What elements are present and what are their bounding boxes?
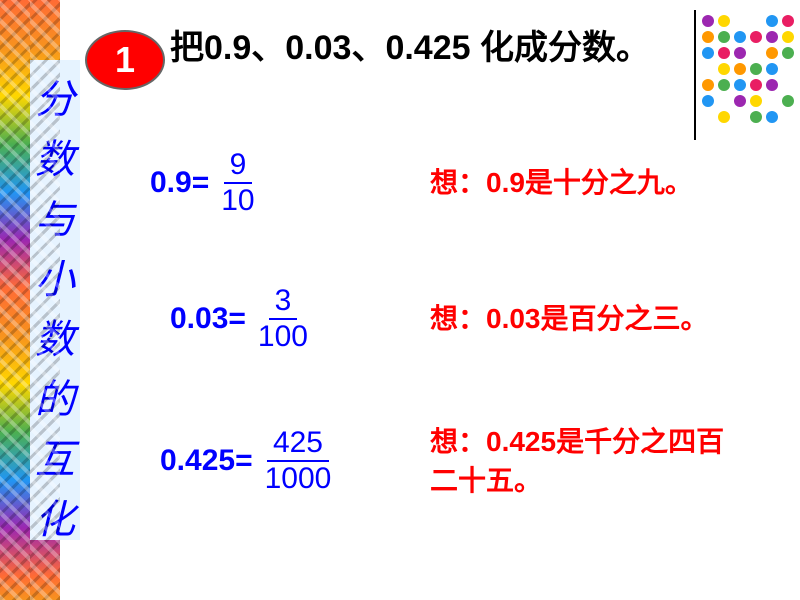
denominator: 1000 — [259, 462, 338, 494]
examples-content: 0.9= 9 10 想：0.9是十分之九。 0.03= 3 100 想：0.03… — [130, 150, 780, 500]
dot — [702, 95, 714, 107]
dot — [734, 63, 746, 75]
dot — [718, 15, 730, 27]
dot — [750, 111, 762, 123]
dot — [766, 111, 778, 123]
dot — [766, 63, 778, 75]
dot — [766, 47, 778, 59]
dot — [734, 31, 746, 43]
dot — [718, 95, 730, 107]
equation-lhs: 0.03= — [170, 302, 246, 336]
dot — [702, 47, 714, 59]
dot — [734, 47, 746, 59]
dot — [718, 63, 730, 75]
dot — [782, 63, 794, 75]
dot — [734, 79, 746, 91]
fraction: 425 1000 — [259, 428, 338, 494]
dot — [750, 63, 762, 75]
dot — [734, 15, 746, 27]
vertical-divider — [694, 10, 696, 140]
equation-lhs: 0.425= — [160, 444, 253, 478]
dot — [702, 15, 714, 27]
equation-lhs: 0.9= — [150, 166, 209, 200]
dot — [782, 95, 794, 107]
dot — [750, 95, 762, 107]
decorative-dots — [702, 15, 796, 125]
dot — [718, 111, 730, 123]
dot — [750, 47, 762, 59]
equation: 0.03= 3 100 — [130, 286, 410, 352]
dot — [718, 47, 730, 59]
dot — [702, 63, 714, 75]
equation: 0.425= 425 1000 — [130, 428, 410, 494]
dot — [782, 79, 794, 91]
dot — [702, 79, 714, 91]
denominator: 100 — [252, 320, 314, 352]
dot — [702, 31, 714, 43]
dot — [782, 47, 794, 59]
page-title: 把0.9、0.03、0.425 化成分数。 — [170, 20, 650, 69]
dot — [766, 79, 778, 91]
example-row: 0.9= 9 10 想：0.9是十分之九。 — [130, 150, 780, 216]
sidebar-border-left — [0, 0, 30, 600]
dot — [766, 95, 778, 107]
dot — [734, 111, 746, 123]
example-row: 0.425= 425 1000 想：0.425是千分之四百二十五。 — [130, 422, 780, 500]
numerator: 425 — [267, 428, 329, 462]
hint-text: 想：0.03是百分之三。 — [410, 299, 709, 338]
dot — [766, 15, 778, 27]
dot — [782, 15, 794, 27]
main-content: 1 把0.9、0.03、0.425 化成分数。 0.9= 9 10 想：0.9是… — [110, 0, 800, 600]
numerator: 3 — [269, 286, 298, 320]
dot — [750, 79, 762, 91]
dot — [718, 79, 730, 91]
sidebar: 分 数 与 小 数 的 互 化 — [0, 0, 110, 600]
dot — [782, 111, 794, 123]
dot — [718, 31, 730, 43]
hint-text: 想：0.425是千分之四百二十五。 — [410, 422, 750, 500]
hint-text: 想：0.9是十分之九。 — [410, 163, 693, 202]
dot — [702, 111, 714, 123]
dot — [766, 31, 778, 43]
dot — [734, 95, 746, 107]
denominator: 10 — [215, 184, 260, 216]
equation: 0.9= 9 10 — [130, 150, 410, 216]
fraction: 3 100 — [252, 286, 314, 352]
dot — [750, 15, 762, 27]
numerator: 9 — [224, 150, 253, 184]
dot — [750, 31, 762, 43]
example-badge: 1 — [85, 30, 165, 90]
badge-number: 1 — [115, 39, 135, 81]
dot — [782, 31, 794, 43]
fraction: 9 10 — [215, 150, 260, 216]
sidebar-border-right — [30, 0, 60, 600]
example-row: 0.03= 3 100 想：0.03是百分之三。 — [130, 286, 780, 352]
